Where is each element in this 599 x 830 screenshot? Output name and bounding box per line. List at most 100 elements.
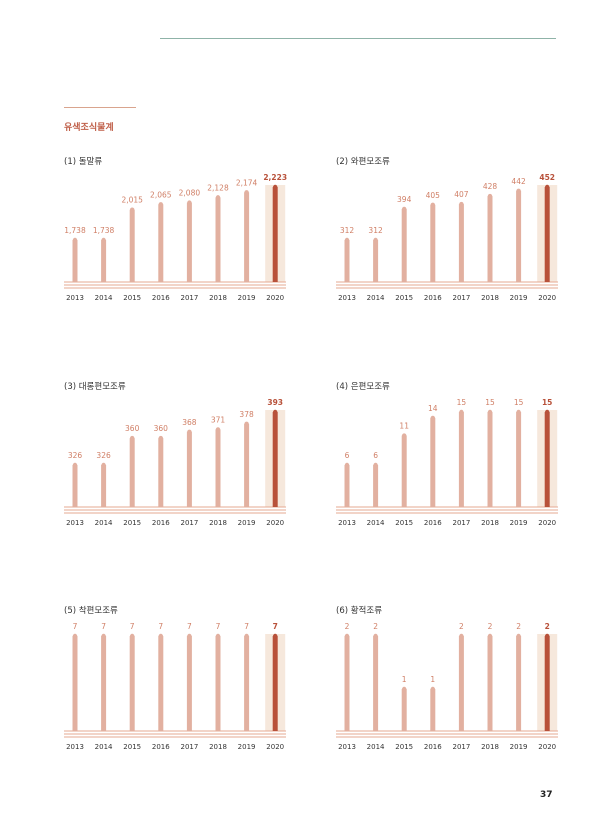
data-label: 7 (130, 622, 135, 631)
bar-marker (72, 462, 78, 468)
bar (373, 465, 379, 507)
bar-marker (430, 415, 435, 421)
x-tick-label: 2018 (209, 294, 227, 302)
chart-4: (4) 은편모조류 6 2013 6 2014 11 2015 14 2016 15 2017 15… (336, 380, 576, 540)
data-label: 405 (426, 191, 441, 200)
bar-marker (402, 433, 407, 438)
bar (401, 689, 407, 731)
bar (101, 240, 107, 282)
bar (129, 636, 135, 731)
bar-marker (130, 633, 135, 639)
x-tick-label: 2020 (538, 294, 556, 302)
bar (458, 412, 464, 507)
x-tick-label: 2016 (424, 294, 442, 302)
chart-svg: 326 2013 326 2014 360 2015 360 2016 368 2017 371 20… (64, 398, 286, 527)
bar-marker (430, 202, 435, 207)
x-tick-label: 2017 (452, 519, 470, 527)
data-label: 6 (345, 451, 350, 460)
chart-title: (6) 황적조류 (336, 606, 383, 616)
bar-marker (344, 237, 350, 243)
bar-marker (273, 184, 278, 190)
bar (72, 636, 78, 731)
bar (244, 192, 250, 282)
x-tick-label: 2015 (395, 519, 413, 527)
bar (186, 636, 192, 731)
data-label: 7 (158, 622, 163, 631)
chart-title: (4) 은편모조류 (336, 382, 390, 392)
data-label: 2 (345, 622, 350, 631)
chart-3: (3) 대롱편모조류 326 2013 326 2014 360 2015 360 2016 3… (64, 380, 304, 540)
data-label: 368 (182, 418, 197, 427)
bar (544, 187, 550, 282)
chart-title: (5) 착편모조류 (64, 606, 118, 616)
bar-marker (273, 409, 278, 415)
x-tick-label: 2015 (123, 743, 141, 751)
data-label: 2,223 (263, 173, 287, 182)
bar-marker (402, 686, 407, 692)
x-tick-label: 2019 (510, 743, 528, 751)
data-label: 428 (483, 182, 498, 191)
bar-marker (373, 462, 378, 468)
bar-marker (244, 190, 249, 195)
bar-marker (344, 633, 350, 639)
data-label: 407 (454, 190, 469, 199)
bar-marker (273, 633, 278, 639)
chart-2: (2) 와편모조류 312 2013 312 2014 394 2015 405 2016 40… (336, 155, 576, 315)
bar (186, 202, 192, 282)
data-label: 15 (485, 398, 495, 407)
bar-marker (545, 409, 550, 415)
bar-marker (459, 201, 464, 207)
x-tick-label: 2020 (266, 743, 284, 751)
bar (101, 636, 107, 731)
bar (158, 438, 164, 507)
data-label: 2,128 (207, 183, 229, 192)
bar-marker (487, 409, 493, 415)
x-tick-label: 2017 (180, 519, 198, 527)
bar (516, 636, 522, 731)
x-tick-label: 2013 (66, 743, 84, 751)
x-tick-label: 2014 (367, 519, 385, 527)
bar (430, 417, 436, 507)
data-label: 2,065 (150, 190, 172, 199)
bar-marker (101, 237, 106, 243)
x-tick-label: 2014 (95, 743, 113, 751)
bar (244, 636, 250, 731)
chart-title: (3) 대롱편모조류 (64, 382, 126, 392)
x-tick-label: 2017 (452, 743, 470, 751)
data-label: 2,015 (121, 196, 143, 205)
bar-marker (459, 633, 464, 639)
bar-marker (244, 421, 249, 427)
data-label: 11 (399, 422, 409, 431)
chart-svg: 312 2013 312 2014 394 2015 405 2016 407 2017 428 20… (336, 173, 558, 302)
x-tick-label: 2019 (238, 743, 256, 751)
bar-marker (459, 409, 464, 415)
bar (215, 429, 221, 507)
bar (487, 412, 493, 507)
data-label: 326 (96, 451, 111, 460)
bar-marker (373, 633, 378, 639)
bar (430, 204, 436, 282)
bar-marker (373, 237, 378, 243)
chart-svg: 1,738 2013 1,738 2014 2,015 2015 2,065 2016 2,08… (64, 173, 287, 302)
bar-marker (187, 200, 192, 205)
data-label: 7 (73, 622, 78, 631)
bar (72, 240, 78, 282)
data-label: 360 (154, 424, 169, 433)
data-label: 1 (430, 675, 435, 684)
bar-marker (402, 206, 407, 212)
x-tick-label: 2018 (209, 519, 227, 527)
data-label: 2 (516, 622, 521, 631)
x-tick-label: 2014 (367, 743, 385, 751)
x-tick-label: 2013 (338, 519, 356, 527)
x-tick-label: 2015 (123, 294, 141, 302)
bar (101, 465, 107, 507)
data-label: 2 (373, 622, 378, 631)
data-label: 1 (402, 675, 407, 684)
x-tick-label: 2017 (180, 743, 198, 751)
bar (272, 636, 278, 731)
x-tick-label: 2013 (338, 743, 356, 751)
page-number: 37 (540, 790, 553, 800)
data-label: 312 (368, 226, 383, 235)
bar-marker (487, 633, 493, 639)
bar (215, 636, 221, 731)
